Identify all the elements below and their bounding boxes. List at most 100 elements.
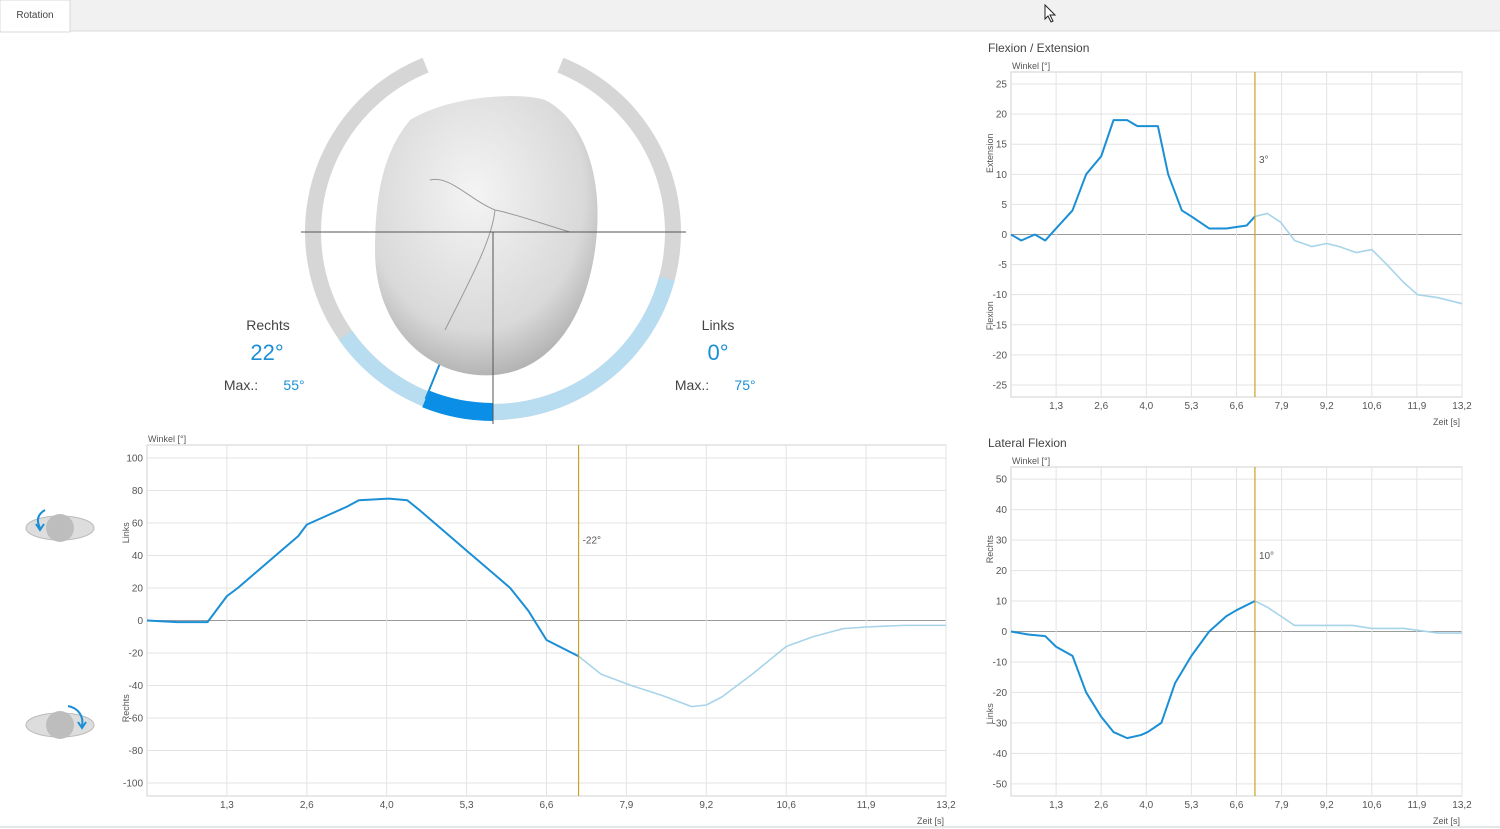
y-tick-label: 10 bbox=[996, 170, 1008, 181]
x-axis-label: Zeit [s] bbox=[1433, 417, 1460, 427]
x-axis-label: Zeit [s] bbox=[1433, 816, 1460, 826]
y-tick-label: -30 bbox=[993, 718, 1008, 729]
right-label: Rechts bbox=[246, 317, 290, 333]
y-tick-label: 0 bbox=[137, 616, 143, 627]
y-tick-label: -20 bbox=[993, 350, 1008, 361]
side-label-lower: Flexion bbox=[985, 301, 995, 330]
side-label-lower: Links bbox=[985, 703, 995, 725]
y-tick-label: 60 bbox=[132, 519, 144, 530]
y-tick-label: -25 bbox=[993, 380, 1008, 391]
right-value: 22° bbox=[250, 340, 283, 365]
x-tick-label: 13,2 bbox=[1452, 800, 1472, 811]
data-line bbox=[146, 497, 580, 658]
x-tick-label: 5,3 bbox=[1184, 401, 1198, 412]
x-tick-label: 9,2 bbox=[1320, 401, 1334, 412]
y-tick-label: -5 bbox=[998, 260, 1007, 271]
chart-title: Lateral Flexion bbox=[988, 436, 1067, 450]
left-label: Links bbox=[702, 317, 735, 333]
x-tick-label: 4,0 bbox=[1139, 401, 1153, 412]
x-tick-label: 2,6 bbox=[1094, 800, 1108, 811]
cursor-label: 3° bbox=[1259, 155, 1269, 166]
y-axis-label: Winkel [°] bbox=[1012, 456, 1050, 466]
data-line bbox=[1010, 600, 1256, 740]
x-tick-label: 11,9 bbox=[1408, 800, 1427, 811]
y-axis-label: Winkel [°] bbox=[1012, 61, 1050, 71]
y-tick-label: -80 bbox=[129, 746, 144, 757]
y-tick-label: -10 bbox=[993, 290, 1008, 301]
data-line bbox=[578, 624, 946, 708]
x-axis-label: Zeit [s] bbox=[917, 816, 944, 826]
x-tick-label: 1,3 bbox=[220, 800, 234, 811]
x-tick-label: 4,0 bbox=[380, 800, 394, 811]
y-tick-label: 0 bbox=[1001, 230, 1007, 241]
chart-title: Flexion / Extension bbox=[988, 41, 1089, 55]
y-tick-label: 20 bbox=[132, 584, 144, 595]
x-tick-label: 5,3 bbox=[460, 800, 474, 811]
y-tick-label: 15 bbox=[996, 140, 1008, 151]
x-tick-label: 5,3 bbox=[1184, 800, 1198, 811]
side-label-lower: Rechts bbox=[121, 694, 131, 723]
head-icon-right bbox=[25, 705, 95, 739]
right-max-label: Max.: bbox=[224, 377, 258, 393]
left-max-value: 75° bbox=[734, 377, 755, 393]
x-tick-label: 1,3 bbox=[1049, 800, 1063, 811]
data-line bbox=[1010, 119, 1256, 242]
x-tick-label: 7,9 bbox=[1275, 401, 1289, 412]
tab-bar bbox=[0, 0, 1500, 31]
data-line bbox=[1254, 600, 1462, 634]
y-tick-label: -20 bbox=[129, 649, 144, 660]
y-axis-label: Winkel [°] bbox=[148, 434, 186, 444]
y-tick-label: -60 bbox=[129, 714, 144, 725]
left-value: 0° bbox=[707, 340, 728, 365]
tab[interactable] bbox=[0, 0, 71, 33]
x-tick-label: 4,0 bbox=[1139, 800, 1153, 811]
skull-image bbox=[375, 96, 598, 376]
y-tick-label: -20 bbox=[993, 688, 1008, 699]
y-tick-label: -40 bbox=[993, 749, 1008, 760]
left-max-label: Max.: bbox=[675, 377, 709, 393]
x-tick-label: 2,6 bbox=[1094, 401, 1108, 412]
x-tick-label: 9,2 bbox=[1320, 800, 1334, 811]
x-tick-label: 10,6 bbox=[1362, 401, 1382, 412]
y-tick-label: 40 bbox=[132, 551, 144, 562]
y-tick-label: 0 bbox=[1001, 627, 1007, 638]
y-tick-label: 25 bbox=[996, 80, 1008, 91]
mouse-cursor bbox=[1044, 3, 1057, 23]
x-tick-label: 11,9 bbox=[1408, 401, 1427, 412]
tab-label[interactable]: Rotation bbox=[16, 10, 53, 21]
y-tick-label: -40 bbox=[129, 681, 144, 692]
cursor-label: -22° bbox=[583, 535, 601, 546]
y-tick-label: -10 bbox=[993, 657, 1008, 668]
y-tick-label: 100 bbox=[126, 454, 143, 465]
x-tick-label: 6,6 bbox=[1230, 800, 1244, 811]
right-max-value: 55° bbox=[283, 377, 304, 393]
y-tick-label: 20 bbox=[996, 110, 1008, 121]
x-tick-label: 9,2 bbox=[699, 800, 713, 811]
y-tick-label: -50 bbox=[993, 779, 1008, 790]
side-label-upper: Extension bbox=[985, 133, 995, 173]
x-tick-label: 2,6 bbox=[300, 800, 314, 811]
y-tick-label: 40 bbox=[996, 505, 1008, 516]
x-tick-label: 11,9 bbox=[857, 800, 876, 811]
y-tick-label: 80 bbox=[132, 486, 144, 497]
y-tick-label: 5 bbox=[1001, 200, 1007, 211]
y-tick-label: 10 bbox=[996, 597, 1008, 608]
y-tick-label: 30 bbox=[996, 536, 1008, 547]
gauge-max-arc bbox=[492, 276, 675, 420]
x-tick-label: 10,6 bbox=[1362, 800, 1382, 811]
side-label-upper: Rechts bbox=[985, 535, 995, 564]
x-tick-label: 10,6 bbox=[776, 800, 796, 811]
x-tick-label: 6,6 bbox=[1230, 401, 1244, 412]
x-tick-label: 7,9 bbox=[619, 800, 633, 811]
cursor-label: 10° bbox=[1259, 551, 1274, 562]
data-line bbox=[1254, 212, 1463, 305]
y-tick-label: -15 bbox=[993, 320, 1008, 331]
y-tick-label: 20 bbox=[996, 566, 1008, 577]
gauge-value-arc bbox=[422, 390, 494, 421]
x-tick-label: 6,6 bbox=[540, 800, 554, 811]
head-icon-left bbox=[25, 509, 95, 542]
y-tick-label: -100 bbox=[123, 779, 143, 790]
side-label-upper: Links bbox=[121, 522, 131, 544]
